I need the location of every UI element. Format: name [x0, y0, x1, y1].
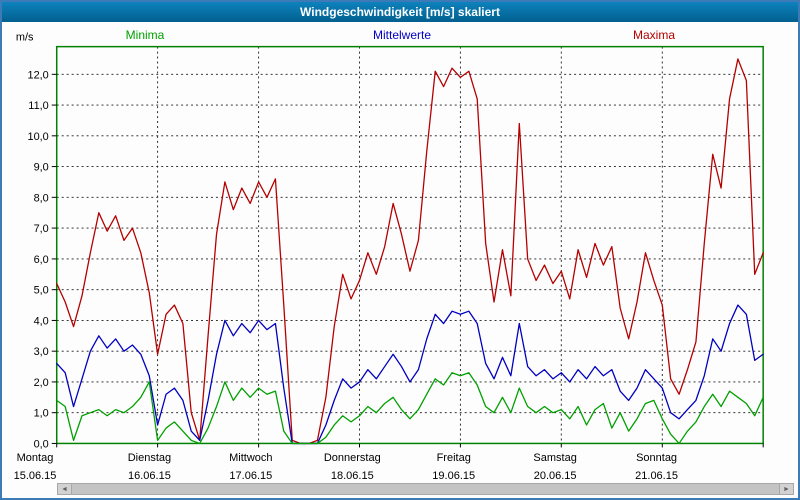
page-title: Windgeschwindigkeit [m/s] skaliert: [300, 5, 500, 19]
x-axis-date-label: 20.06.15: [533, 470, 577, 482]
legend-minima: Minima: [125, 28, 165, 42]
y-tick-label: 12,0: [27, 69, 48, 81]
x-axis-day-label: Freitag: [436, 452, 471, 464]
x-axis-day-label: Donnerstag: [323, 452, 381, 464]
x-axis-day-label: Mittwoch: [229, 452, 273, 464]
scroll-left-button[interactable]: ◄: [58, 484, 72, 494]
left-arrow-icon: ◄: [61, 485, 68, 493]
x-axis-date-label: 19.06.15: [432, 470, 476, 482]
y-tick-label: 11,0: [28, 100, 48, 112]
y-tick-label: 8,0: [34, 192, 49, 204]
scrollbar-thumb[interactable]: [72, 484, 779, 494]
x-axis-date-label: 18.06.15: [330, 470, 374, 482]
title-bar: Windgeschwindigkeit [m/s] skaliert: [2, 2, 798, 22]
plot-frame: [55, 45, 764, 445]
y-tick-label: 2,0: [34, 377, 49, 389]
x-axis-date-label: 15.06.15: [13, 470, 57, 482]
x-axis-day-label: Montag: [16, 452, 54, 464]
y-axis-unit: m/s: [16, 32, 34, 44]
x-axis-day-label: Sonntag: [636, 452, 678, 464]
y-tick-label: 1,0: [34, 408, 49, 420]
x-axis-date-label: 16.06.15: [128, 470, 171, 482]
x-axis-day-label: Samstag: [533, 452, 577, 464]
scroll-right-button[interactable]: ►: [779, 484, 793, 494]
horizontal-scrollbar[interactable]: ◄ ►: [57, 483, 794, 495]
y-tick-label: 7,0: [34, 223, 49, 235]
x-axis-date-label: 21.06.15: [635, 470, 678, 482]
y-tick-label: 9,0: [34, 162, 49, 174]
legend-mittelwerte: Mittelwerte: [372, 28, 432, 42]
right-arrow-icon: ►: [783, 485, 790, 493]
y-tick-label: 6,0: [34, 254, 49, 266]
y-tick-label: 10,0: [27, 131, 48, 143]
y-tick-label: 0,0: [34, 438, 49, 450]
maxima-line: [56, 58, 764, 445]
y-tick-label: 4,0: [34, 315, 49, 327]
y-tick-label: 3,0: [34, 346, 49, 358]
legend-maxima: Maxima: [632, 28, 676, 42]
x-axis-day-label: Dienstag: [127, 452, 172, 464]
y-tick-label: 5,0: [34, 285, 49, 297]
mittelwerte-line: [56, 304, 764, 445]
x-axis-date-label: 17.06.15: [229, 470, 273, 482]
minima-line: [56, 372, 764, 445]
